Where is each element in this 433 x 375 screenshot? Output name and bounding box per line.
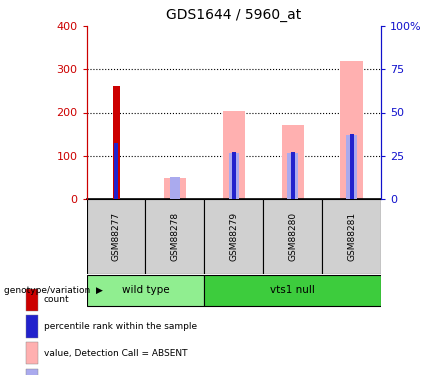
Bar bbox=[223, 111, 245, 199]
Bar bbox=[291, 152, 295, 199]
Text: genotype/variation  ▶: genotype/variation ▶ bbox=[4, 286, 103, 295]
Text: GSM88279: GSM88279 bbox=[229, 211, 238, 261]
Bar bbox=[145, 199, 204, 274]
Bar bbox=[87, 275, 204, 306]
Bar bbox=[340, 61, 363, 199]
Bar bbox=[349, 134, 354, 199]
Bar bbox=[87, 199, 145, 274]
Bar bbox=[281, 124, 304, 199]
Bar bbox=[113, 86, 120, 199]
Bar bbox=[204, 275, 381, 306]
Bar bbox=[263, 199, 322, 274]
Bar bbox=[170, 177, 180, 199]
Text: GSM88277: GSM88277 bbox=[112, 211, 120, 261]
Bar bbox=[26, 289, 38, 311]
Text: wild type: wild type bbox=[122, 285, 169, 295]
Text: GSM88281: GSM88281 bbox=[347, 211, 356, 261]
Text: GSM88280: GSM88280 bbox=[288, 211, 297, 261]
Text: value, Detection Call = ABSENT: value, Detection Call = ABSENT bbox=[44, 349, 187, 358]
Bar bbox=[26, 315, 38, 338]
Text: count: count bbox=[44, 295, 70, 304]
Text: percentile rank within the sample: percentile rank within the sample bbox=[44, 322, 197, 331]
Bar bbox=[114, 143, 118, 199]
Bar bbox=[346, 135, 357, 199]
Text: vts1 null: vts1 null bbox=[270, 285, 315, 295]
Title: GDS1644 / 5960_at: GDS1644 / 5960_at bbox=[166, 9, 301, 22]
Bar bbox=[232, 152, 236, 199]
Bar bbox=[26, 342, 38, 364]
Bar bbox=[26, 369, 38, 375]
Bar bbox=[322, 199, 381, 274]
Bar bbox=[229, 153, 239, 199]
Bar bbox=[204, 199, 263, 274]
Bar bbox=[288, 153, 298, 199]
Bar bbox=[164, 178, 186, 199]
Text: GSM88278: GSM88278 bbox=[171, 211, 179, 261]
